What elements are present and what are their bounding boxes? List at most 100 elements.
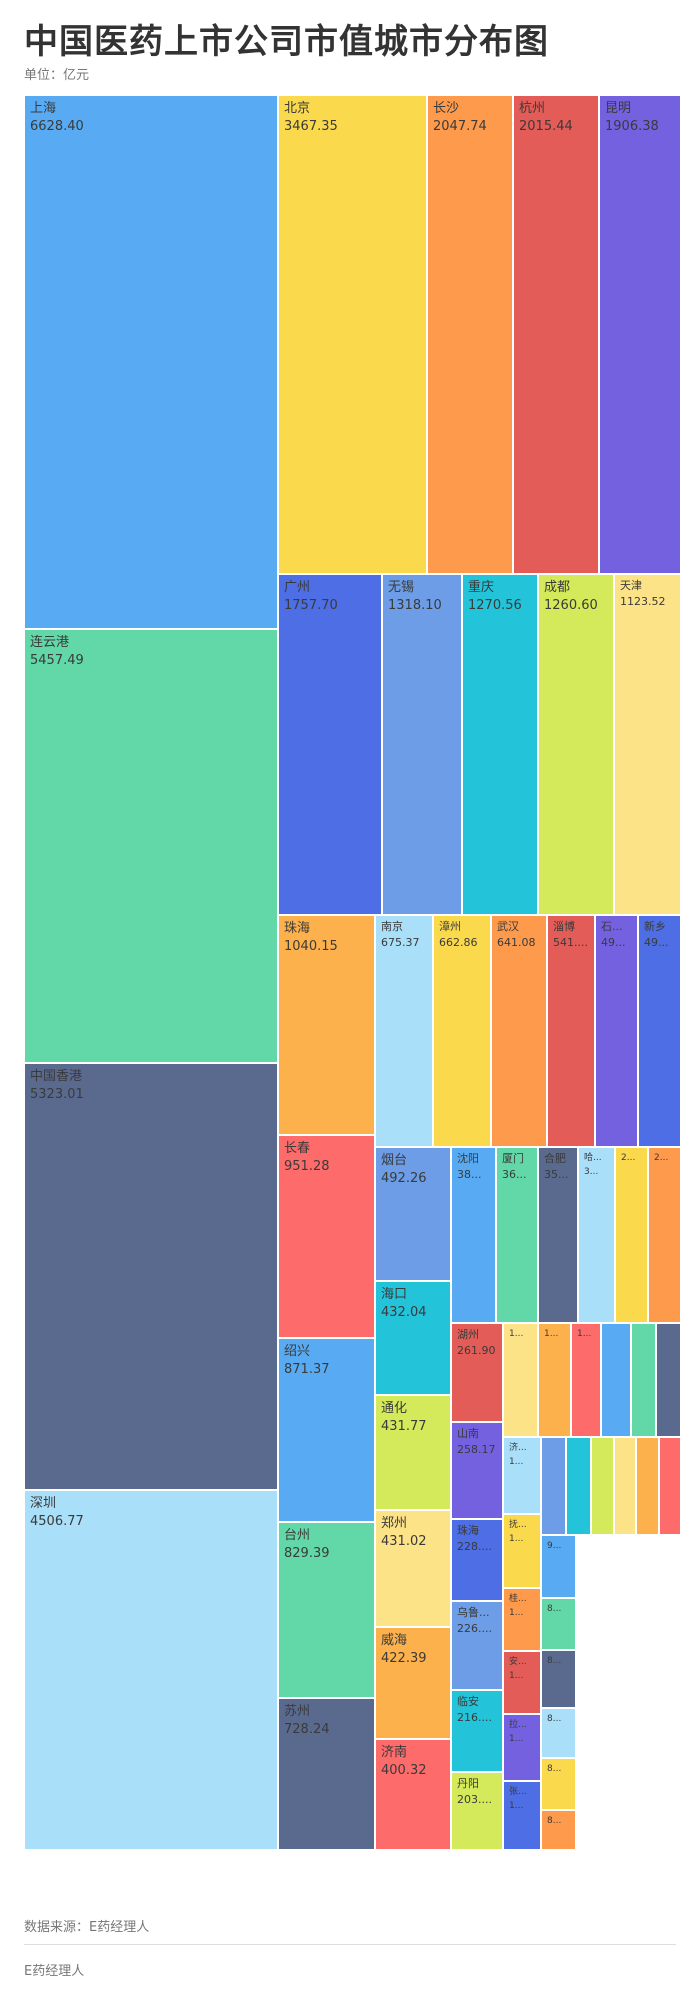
treemap-cell-name: 2... — [621, 1153, 635, 1163]
treemap-cell: 武汉 641.08 — [490, 914, 548, 1148]
treemap-cell-rect — [374, 1738, 452, 1851]
treemap-cell-value: 422.39 — [381, 1651, 427, 1666]
treemap-cell-name: 山南 — [457, 1427, 479, 1440]
treemap-cell: 台州 829.39 — [277, 1521, 376, 1699]
treemap-cell: 淄博 541.... — [546, 914, 596, 1148]
treemap-cell-value: 1906.38 — [605, 119, 659, 134]
treemap-cell-rect — [565, 1436, 592, 1536]
treemap-cell-name: 丹阳 — [457, 1777, 479, 1790]
treemap-cell-name: 8... — [547, 1656, 561, 1666]
treemap-cell-name: 济... — [509, 1441, 527, 1453]
treemap-cell-name: 济南 — [381, 1744, 407, 1760]
treemap-cell-value: 1318.10 — [388, 598, 442, 613]
treemap-cell-rect — [637, 914, 682, 1148]
treemap-cell: 丹阳 203.... — [450, 1771, 504, 1851]
treemap-cell-rect — [23, 94, 279, 630]
treemap-cell-value: 1123.52 — [620, 595, 666, 608]
treemap-cell-name: 2... — [654, 1153, 668, 1163]
treemap-cell: 2... — [647, 1146, 682, 1324]
treemap-cell-name: 苏州 — [284, 1703, 310, 1719]
treemap-cell-rect — [23, 628, 279, 1064]
treemap-cell-name: 1... — [544, 1329, 558, 1339]
treemap-cell-name: 哈... — [584, 1151, 602, 1163]
treemap-cell-value: 6628.40 — [30, 119, 84, 134]
treemap-cell-value: 2047.74 — [433, 119, 487, 134]
treemap-cell — [565, 1436, 592, 1536]
data-source: 数据来源：E药经理人 — [24, 1920, 150, 1935]
treemap-cell-name: 桂... — [509, 1592, 527, 1604]
treemap-cell-value: 4506.77 — [30, 1514, 84, 1529]
treemap-cell-value: 1... — [509, 1608, 523, 1618]
treemap-cell-name: 8... — [547, 1714, 561, 1724]
treemap-cell: 漳州 662.86 — [432, 914, 492, 1148]
treemap-cell-rect — [450, 1421, 504, 1520]
treemap-cell-name: 1... — [577, 1329, 591, 1339]
treemap-cell-rect — [502, 1513, 542, 1589]
treemap-cell-rect — [635, 1436, 660, 1536]
treemap-cell: 合肥 35... — [537, 1146, 579, 1324]
treemap-cell-name: 烟台 — [381, 1153, 407, 1168]
treemap-cell-value: 1270.56 — [468, 598, 522, 613]
treemap-cell-rect — [594, 914, 639, 1148]
treemap-cell-value: 871.37 — [284, 1362, 330, 1377]
treemap-cell-rect — [647, 1146, 682, 1324]
treemap-cell-name: 安... — [509, 1655, 527, 1667]
treemap-cell — [540, 1436, 567, 1536]
treemap-cell-rect — [450, 1771, 504, 1851]
treemap-cell-name: 中国香港 — [30, 1069, 82, 1084]
treemap-cell-rect — [600, 1322, 632, 1438]
treemap-cell-rect — [502, 1322, 539, 1438]
treemap-cell-name: 拉... — [509, 1718, 527, 1730]
treemap-cell-value: 431.77 — [381, 1419, 427, 1434]
treemap-cell-rect — [658, 1436, 682, 1536]
treemap-cell-name: 绍兴 — [284, 1344, 310, 1359]
treemap-cell-value: 226.... — [457, 1622, 492, 1635]
treemap-cell: 8... — [540, 1757, 577, 1811]
treemap-cell-value: 228.... — [457, 1540, 492, 1553]
treemap-cell-value: 38... — [457, 1168, 482, 1181]
treemap-cell-name: 珠海 — [457, 1523, 479, 1537]
treemap-cell-value: 2015.44 — [519, 119, 573, 134]
treemap-cell-name: 郑州 — [381, 1516, 407, 1531]
treemap-cell: 北京 3467.35 — [277, 94, 428, 575]
treemap-cell: 沈阳 38... — [450, 1146, 497, 1324]
treemap-cell: 珠海 1040.15 — [277, 914, 376, 1136]
treemap-cell: 济南 400.32 — [374, 1738, 452, 1851]
treemap-cell: 无锡 1318.10 — [381, 573, 463, 916]
treemap-cell-value: 829.39 — [284, 1546, 330, 1561]
treemap-cell-value: 49... — [601, 936, 626, 949]
treemap-cell-value: 675.37 — [381, 936, 420, 949]
treemap-cell — [613, 1436, 637, 1536]
treemap-cell-name: 沈阳 — [457, 1151, 479, 1165]
treemap-cell-rect — [23, 1489, 279, 1851]
treemap-cell-name: 上海 — [30, 101, 56, 116]
treemap-cell: 成都 1260.60 — [537, 573, 615, 916]
treemap-cell-name: 8... — [547, 1816, 561, 1826]
treemap-cell-rect — [461, 573, 539, 916]
treemap-cell: 杭州 2015.44 — [512, 94, 600, 575]
treemap-cell-name: 重庆 — [468, 579, 494, 595]
treemap-cell-value: 203.... — [457, 1793, 492, 1806]
treemap-cell-value: 3467.35 — [284, 119, 338, 134]
treemap-cell: 临安 216.... — [450, 1689, 504, 1773]
treemap-cell-rect — [630, 1322, 657, 1438]
treemap-cell-value: 261.90 — [457, 1344, 496, 1357]
treemap-cell-value: 1... — [509, 1734, 523, 1744]
treemap-cell-rect — [512, 94, 600, 575]
treemap-cell-rect — [374, 914, 434, 1148]
treemap-cell-name: 海口 — [381, 1287, 407, 1302]
treemap-cell-name: 北京 — [284, 101, 310, 116]
treemap-cell-rect — [450, 1689, 504, 1773]
treemap-cell-value: 728.24 — [284, 1722, 330, 1737]
treemap-cell-value: 541.... — [553, 936, 588, 949]
footer-divider — [24, 1944, 676, 1945]
treemap-cell-rect — [655, 1322, 682, 1438]
treemap-cell: 郑州 431.02 — [374, 1509, 452, 1628]
treemap-cell-rect — [540, 1757, 577, 1811]
treemap-cell-value: 258.17 — [457, 1443, 496, 1456]
treemap-cell-name: 湖州 — [457, 1328, 479, 1341]
treemap-cell-name: 南京 — [381, 919, 403, 933]
treemap-cell: 2... — [614, 1146, 649, 1324]
treemap-cell: 绍兴 871.37 — [277, 1337, 376, 1523]
treemap-cell-value: 400.32 — [381, 1763, 427, 1778]
